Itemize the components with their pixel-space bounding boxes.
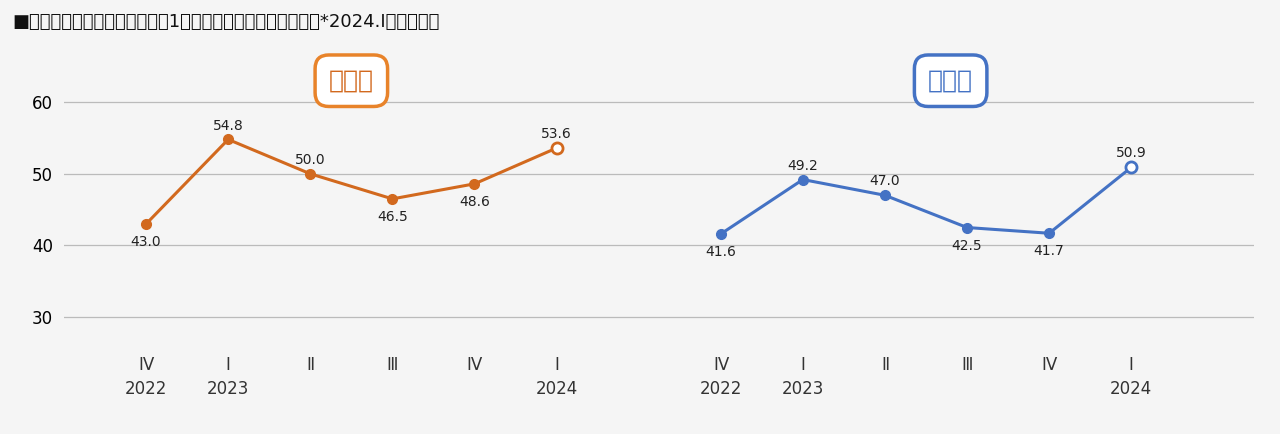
Text: 50.9: 50.9 (1116, 147, 1147, 161)
Text: 首都圈: 首都圈 (329, 69, 374, 93)
Text: 49.2: 49.2 (787, 159, 818, 173)
Text: 50.0: 50.0 (294, 153, 325, 167)
Text: 2023: 2023 (207, 380, 250, 398)
Text: 2024: 2024 (1110, 380, 1152, 398)
Text: 48.6: 48.6 (460, 195, 490, 209)
Text: Ⅳ: Ⅳ (713, 356, 728, 375)
Text: Ⅰ: Ⅰ (554, 356, 559, 375)
Text: Ⅳ: Ⅳ (138, 356, 154, 375)
Text: 2022: 2022 (700, 380, 742, 398)
Text: Ⅰ: Ⅰ (225, 356, 230, 375)
Text: Ⅳ: Ⅳ (1042, 356, 1057, 375)
Text: 42.5: 42.5 (952, 239, 982, 253)
Text: 47.0: 47.0 (869, 174, 900, 188)
Text: Ⅱ: Ⅱ (306, 356, 315, 375)
Text: ■首都圈・近畑圈における直近1年間の業況の推移（購貸）　*2024.I期は見通し: ■首都圈・近畑圈における直近1年間の業況の推移（購貸） *2024.I期は見通し (13, 13, 440, 31)
Text: 53.6: 53.6 (541, 127, 572, 141)
Text: 43.0: 43.0 (131, 235, 161, 249)
Text: Ⅰ: Ⅰ (1129, 356, 1134, 375)
Text: 近畑圈: 近畑圈 (928, 69, 973, 93)
Text: 54.8: 54.8 (212, 118, 243, 132)
Text: 2022: 2022 (125, 380, 168, 398)
Text: Ⅲ: Ⅲ (387, 356, 398, 375)
Text: Ⅳ: Ⅳ (467, 356, 483, 375)
Text: Ⅰ: Ⅰ (800, 356, 805, 375)
Text: 41.7: 41.7 (1034, 244, 1065, 258)
Text: 2024: 2024 (535, 380, 577, 398)
Text: 46.5: 46.5 (378, 210, 408, 224)
Text: 41.6: 41.6 (705, 245, 736, 259)
Text: 2023: 2023 (782, 380, 824, 398)
Text: Ⅱ: Ⅱ (881, 356, 890, 375)
Text: Ⅲ: Ⅲ (961, 356, 973, 375)
